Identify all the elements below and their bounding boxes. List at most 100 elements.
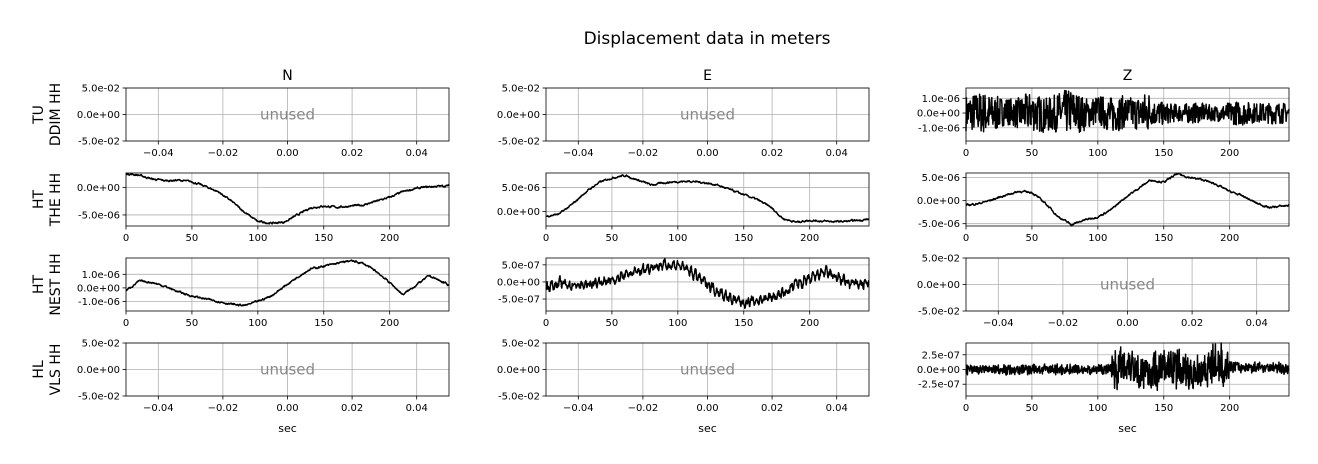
axes-frame <box>965 172 1290 227</box>
axes-frame <box>545 257 870 312</box>
y-tick-label: -2.5e-07 <box>918 380 960 391</box>
y-tick-label: -5.0e-06 <box>918 219 960 230</box>
x-tick-label: 100 <box>668 318 687 329</box>
x-tick-label: 150 <box>734 318 753 329</box>
displacement-trace <box>545 174 870 224</box>
row-label-network: HL <box>31 360 47 379</box>
y-tick-label: 5.0e-02 <box>82 84 120 95</box>
axes-frame <box>545 172 870 227</box>
x-tick-label: −0.04 <box>563 148 594 159</box>
row-label-network: TU <box>31 105 47 125</box>
x-tick-label: 0 <box>123 318 129 329</box>
y-tick-label: 5.0e-02 <box>502 84 540 95</box>
x-tick-label: 0 <box>963 233 969 244</box>
x-tick-label: 100 <box>668 233 687 244</box>
x-tick-label: 0.00 <box>276 148 298 159</box>
unused-label: unused <box>680 106 735 124</box>
x-axis-label: sec <box>1118 422 1137 435</box>
x-tick-label: 0.00 <box>696 403 718 414</box>
row-label-station: VLS HH <box>48 344 64 396</box>
x-tick-label: 0.04 <box>406 403 428 414</box>
panel-n-row3: unused −0.04 −0.02 0.00 0.02 0.04 5.0e-02 0.0e+… <box>77 339 450 435</box>
row-label-3: HL VLS HH <box>31 344 64 396</box>
x-tick-label: 200 <box>800 318 819 329</box>
x-tick-label: 150 <box>1154 403 1173 414</box>
axes-frame <box>125 257 450 312</box>
x-tick-label: 100 <box>248 233 267 244</box>
x-tick-label: 0.02 <box>761 148 783 159</box>
y-tick-label: 5.0e-02 <box>82 339 120 350</box>
y-tick-label: 0.0e+00 <box>497 365 540 376</box>
y-tick-label: 0.0e+00 <box>917 109 960 120</box>
x-tick-label: 0.02 <box>341 148 363 159</box>
row-label-station: DDIM HH <box>48 83 64 146</box>
y-tick-label: 0.0e+00 <box>917 365 960 376</box>
unused-label: unused <box>260 361 315 379</box>
x-tick-label: 200 <box>380 318 399 329</box>
x-tick-label: 200 <box>800 233 819 244</box>
x-tick-label: −0.04 <box>143 403 174 414</box>
x-tick-label: 0 <box>963 148 969 159</box>
y-tick-label: 5.0e-06 <box>502 183 540 194</box>
y-tick-label: 0.0e+00 <box>497 110 540 121</box>
panel-n-row1: 0 50 100 150 200 0.0e+00 -5.0e-06 <box>77 172 450 244</box>
y-tick-label: 0.0e+00 <box>77 283 120 294</box>
row-label-1: HT THE HH <box>31 173 64 227</box>
displacement-trace <box>545 257 870 310</box>
x-tick-label: 0.04 <box>1246 318 1268 329</box>
panel-z-row1: 0 50 100 150 200 5.0e-06 0.0e+00 -5.0e-06 <box>917 172 1290 244</box>
displacement-trace <box>125 259 450 307</box>
x-tick-label: −0.02 <box>1048 318 1079 329</box>
y-tick-label: -5.0e-02 <box>78 392 120 403</box>
x-tick-label: −0.04 <box>563 403 594 414</box>
row-label-network: HT <box>31 190 47 210</box>
y-tick-label: 0.0e+00 <box>917 196 960 207</box>
y-tick-label: -1.0e-06 <box>78 297 120 308</box>
y-tick-label: 0.0e+00 <box>497 207 540 218</box>
panel-n-row2: 0 50 100 150 200 1.0e-06 0.0e+00 -1.0e-06 <box>77 257 450 329</box>
x-tick-label: −0.02 <box>208 148 239 159</box>
y-tick-label: 1.0e-06 <box>82 270 120 281</box>
column-title-z: Z <box>1123 68 1133 84</box>
x-tick-label: 150 <box>1154 233 1173 244</box>
unused-label: unused <box>680 361 735 379</box>
x-tick-label: 0.04 <box>826 148 848 159</box>
x-tick-label: −0.04 <box>143 148 174 159</box>
displacement-trace <box>965 342 1290 392</box>
y-tick-label: -5.0e-02 <box>498 137 540 148</box>
figure-title: Displacement data in meters <box>584 29 831 49</box>
column-title-n: N <box>282 68 292 84</box>
y-tick-label: -5.0e-07 <box>498 295 540 306</box>
y-tick-label: 0.0e+00 <box>77 110 120 121</box>
y-tick-label: 0.0e+00 <box>917 280 960 291</box>
x-tick-label: 200 <box>1220 403 1239 414</box>
x-tick-label: 0.00 <box>696 148 718 159</box>
displacement-trace <box>965 172 1290 227</box>
y-tick-label: 5.0e-06 <box>922 173 960 184</box>
x-tick-label: 50 <box>1026 403 1039 414</box>
x-tick-label: 50 <box>606 318 619 329</box>
x-tick-label: 100 <box>1088 148 1107 159</box>
row-label-station: NEST HH <box>48 253 64 315</box>
axes-frame <box>965 87 1290 142</box>
panel-z-row0: 0 50 100 150 200 1.0e-06 0.0e+00 -1.0e-06 <box>917 87 1290 159</box>
x-tick-label: 0 <box>123 233 129 244</box>
x-tick-label: 0.00 <box>276 403 298 414</box>
x-tick-label: −0.02 <box>208 403 239 414</box>
x-tick-label: 100 <box>1088 403 1107 414</box>
y-tick-label: 1.0e-06 <box>922 94 960 105</box>
y-tick-label: -5.0e-02 <box>498 392 540 403</box>
x-tick-label: 0.02 <box>761 403 783 414</box>
x-tick-label: 0.00 <box>1116 318 1138 329</box>
y-tick-label: -1.0e-06 <box>918 123 960 134</box>
y-tick-label: 2.5e-07 <box>922 350 960 361</box>
unused-label: unused <box>1100 276 1155 294</box>
x-tick-label: 50 <box>1026 233 1039 244</box>
panel-z-row3: 0 50 100 150 200 2.5e-07 0.0e+00 -2.5e-07 sec <box>917 342 1290 435</box>
x-tick-label: 100 <box>248 318 267 329</box>
x-tick-label: 50 <box>186 318 199 329</box>
axes-frame <box>125 172 450 227</box>
row-label-2: HT NEST HH <box>31 253 64 315</box>
